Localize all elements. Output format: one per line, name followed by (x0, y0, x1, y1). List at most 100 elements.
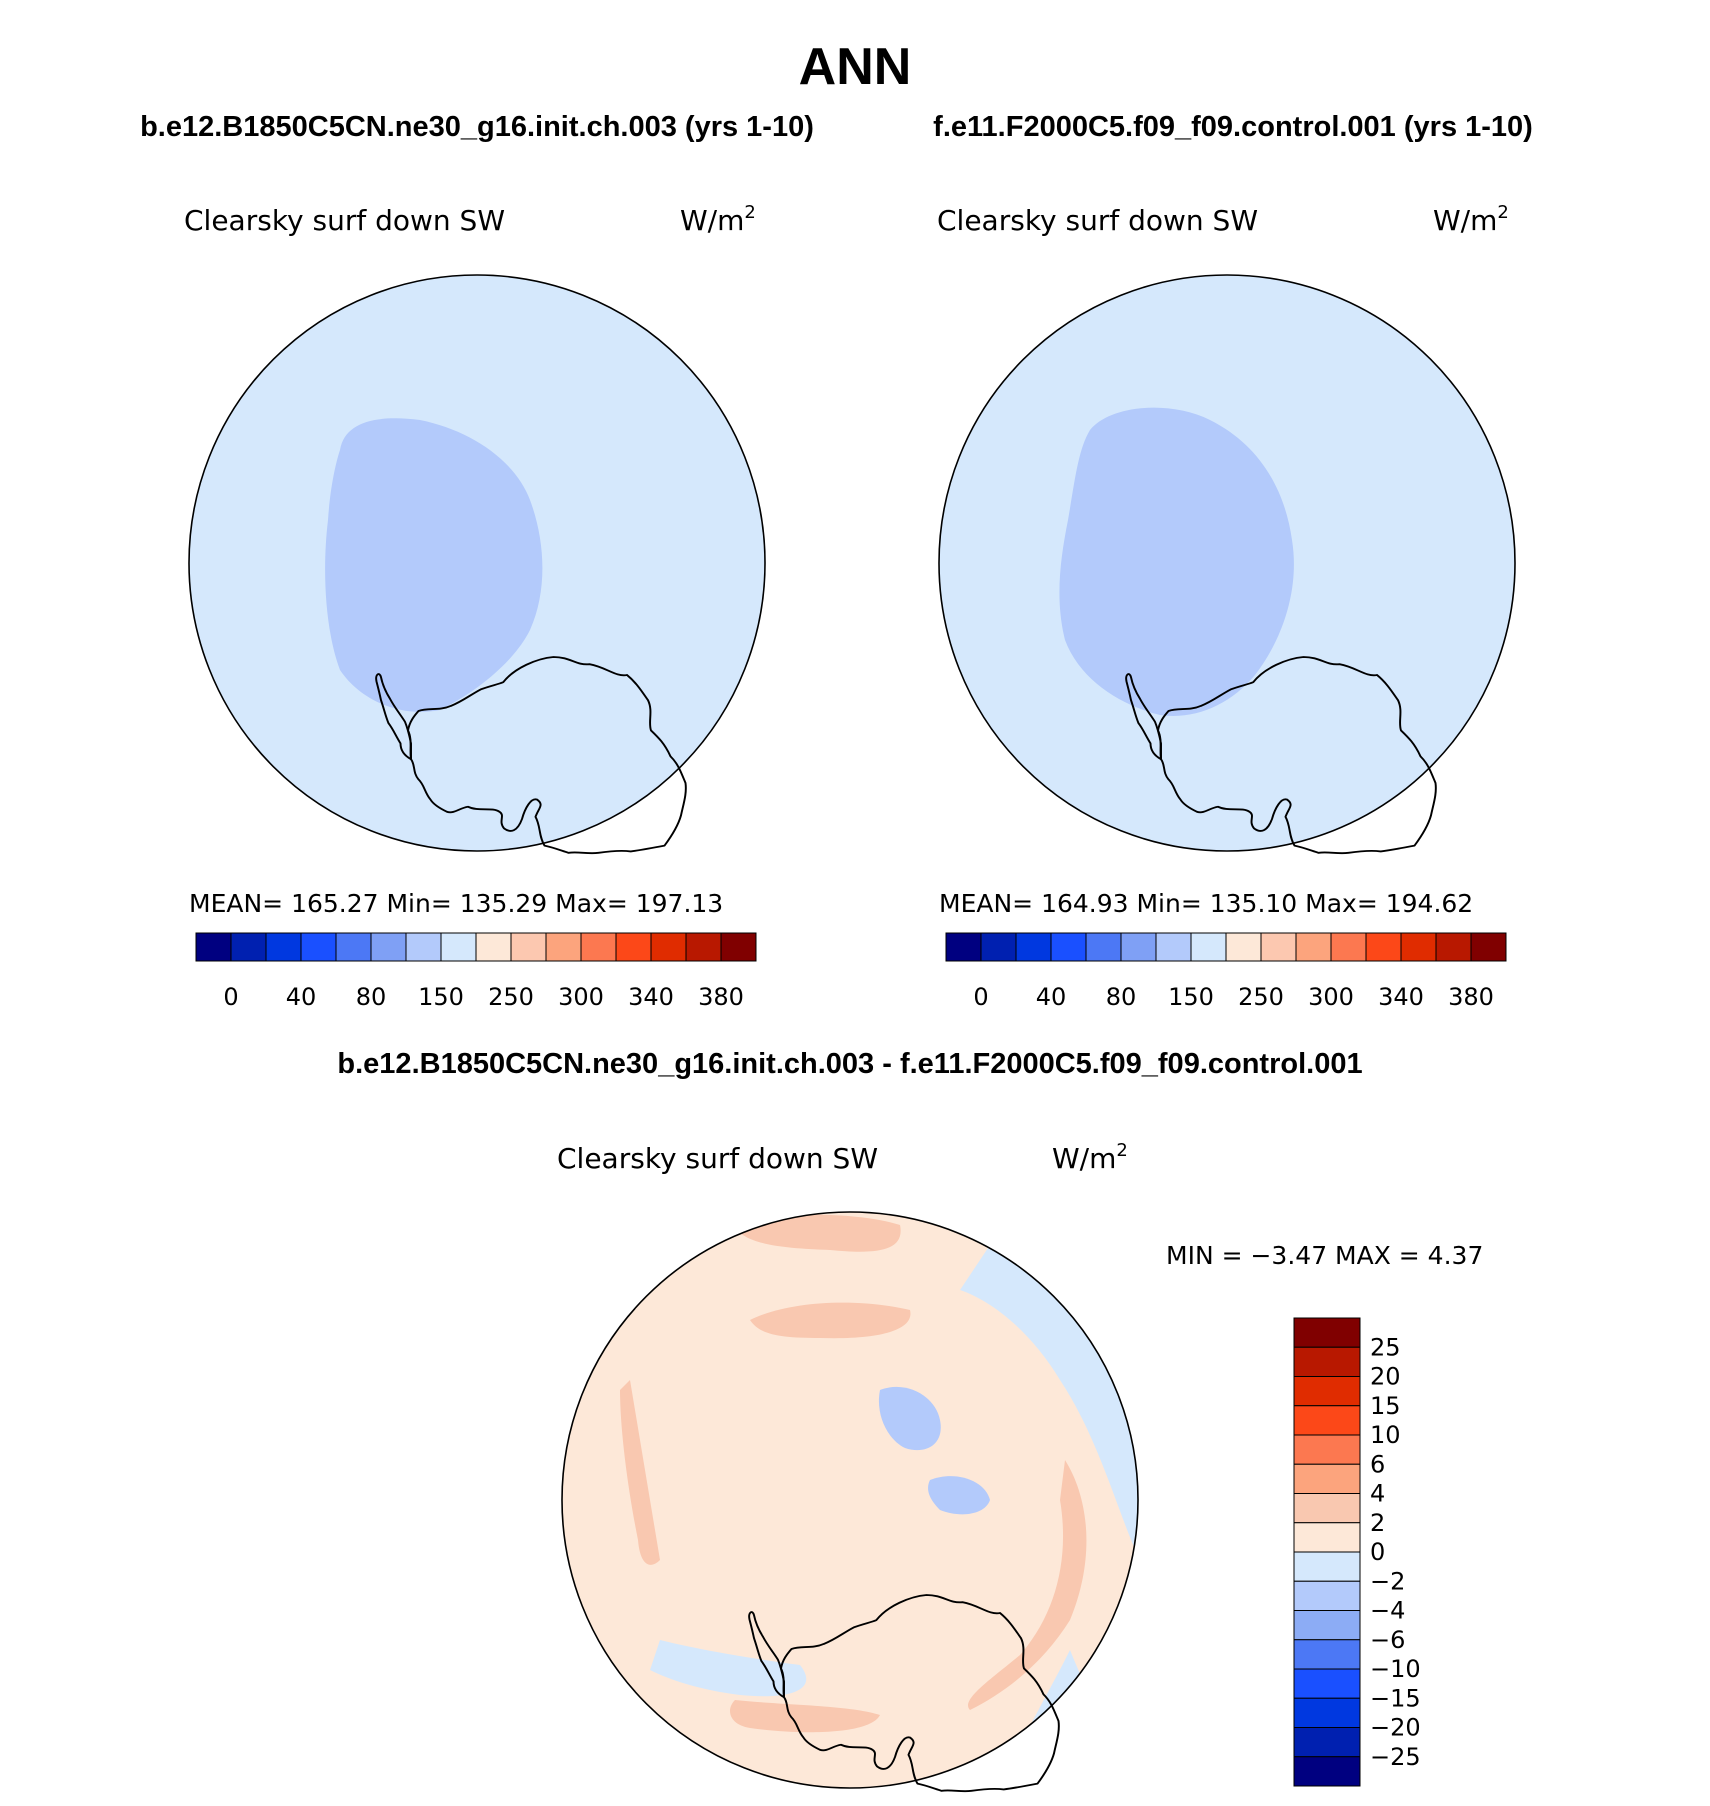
colorbar-control-tick-label: 340 (1378, 983, 1424, 1011)
colorbar-diff-swatch (1293, 1668, 1361, 1699)
colorbar-case-tick-label: 250 (488, 983, 534, 1011)
colorbar-control-swatch (945, 932, 982, 962)
colorbar-diff-swatch (1293, 1463, 1361, 1494)
colorbar-diff-swatch (1293, 1493, 1361, 1524)
colorbar-case-swatch (650, 932, 687, 962)
colorbar-diff-tick-label: −25 (1370, 1743, 1421, 1771)
diff-variable: Clearsky surf down SW (557, 1142, 878, 1175)
panel-control-units: W/m2 (1433, 202, 1509, 237)
colorbar-case-tick-label: 0 (223, 983, 238, 1011)
map-diff-ocean (562, 1212, 1138, 1788)
colorbar-diff-swatch (1293, 1376, 1361, 1407)
colorbar-control-tick-label: 40 (1036, 983, 1067, 1011)
map-diff-positive-south (730, 1700, 880, 1733)
colorbar-case-swatch (370, 932, 407, 962)
colorbar-diff-swatch (1293, 1434, 1361, 1465)
colorbar-diff-tick-label: −2 (1370, 1567, 1405, 1595)
colorbar-diff-tick-label: 2 (1370, 1509, 1385, 1537)
colorbar-diff-tick-label: 20 (1370, 1363, 1401, 1391)
colorbar-case-tick-label: 40 (286, 983, 317, 1011)
diff-header: b.e12.B1850C5CN.ne30_g16.init.ch.003 - f… (337, 1048, 1362, 1080)
colorbar-diff-swatch (1293, 1639, 1361, 1670)
colorbar-control: 0 40 80 150 250 300 340 380 (945, 932, 1507, 1011)
map-diff-positive-north2 (750, 1302, 911, 1339)
colorbar-case-swatch (265, 932, 302, 962)
colorbar-case-tick-label: 150 (418, 983, 464, 1011)
colorbar-control-tick-label: 80 (1106, 983, 1137, 1011)
colorbar-diff-tick-label: −4 (1370, 1597, 1405, 1625)
map-diff (561, 1211, 1139, 1793)
colorbar-case-swatch (405, 932, 442, 962)
panel-control-variable: Clearsky surf down SW (937, 204, 1258, 237)
colorbar-diff-swatch (1293, 1346, 1361, 1377)
colorbar-case: 0 40 80 150 250 300 340 380 (195, 932, 757, 1011)
map-diff-negative-east (960, 1230, 1138, 1560)
colorbar-control-swatch (1365, 932, 1402, 962)
colorbar-diff-swatch (1293, 1580, 1361, 1611)
colorbar-case-swatch (300, 932, 337, 962)
colorbar-control-swatch (1190, 932, 1227, 962)
colorbar-control-swatch (1295, 932, 1332, 962)
colorbar-case-tick-label: 80 (356, 983, 387, 1011)
colorbar-diff-swatch (1293, 1756, 1361, 1787)
colorbar-control-tick-label: 380 (1448, 983, 1494, 1011)
colorbar-case-swatch (475, 932, 512, 962)
colorbar-diff-tick-label: −6 (1370, 1626, 1405, 1654)
map-diff-border (561, 1211, 1139, 1789)
panel-control-stats: MEAN= 164.93 Min= 135.10 Max= 194.62 (939, 889, 1473, 918)
map-diff-negative-south (650, 1640, 807, 1697)
colorbar-diff-swatch (1293, 1727, 1361, 1758)
colorbar-diff-tick-label: 10 (1370, 1421, 1401, 1449)
colorbar-control-swatch (1015, 932, 1052, 962)
map-case-region-150 (325, 418, 543, 712)
map-diff-negative-land-2 (928, 1476, 990, 1515)
colorbar-diff-swatch (1293, 1405, 1361, 1436)
colorbar-control-swatch (1225, 932, 1262, 962)
colorbar-control-swatch (1050, 932, 1087, 962)
colorbar-control-swatch (1330, 932, 1367, 962)
diff-minmax: MIN = −3.47 MAX = 4.37 (1166, 1241, 1483, 1270)
colorbar-case-tick-label: 300 (558, 983, 604, 1011)
colorbar-diff-swatch (1293, 1610, 1361, 1641)
colorbar-case-swatch (580, 932, 617, 962)
map-control (938, 274, 1516, 855)
map-diff-negative-land-1 (878, 1386, 941, 1451)
colorbar-control-swatch (1085, 932, 1122, 962)
colorbar-control-swatch (1120, 932, 1157, 962)
colorbar-control-swatch (1435, 932, 1472, 962)
map-diff-positive-west (620, 1380, 660, 1565)
map-case-border (188, 274, 766, 852)
colorbar-case-tick-label: 340 (628, 983, 674, 1011)
colorbar-control-swatch (1155, 932, 1192, 962)
colorbar-case-swatch (720, 932, 757, 962)
colorbar-diff-tick-label: 25 (1370, 1333, 1401, 1361)
colorbar-diff-tick-label: −20 (1370, 1714, 1421, 1742)
figure-title: ANN (799, 38, 912, 96)
colorbar-case-swatch (510, 932, 547, 962)
panel-case-stats: MEAN= 165.27 Min= 135.29 Max= 197.13 (189, 889, 723, 918)
colorbar-diff-swatch (1293, 1551, 1361, 1582)
colorbar-case-swatch (615, 932, 652, 962)
colorbar-case-swatch (440, 932, 477, 962)
diff-units: W/m2 (1052, 1140, 1128, 1175)
colorbar-control-tick-label: 300 (1308, 983, 1354, 1011)
colorbar-diff-swatch (1293, 1697, 1361, 1728)
map-control-border (938, 274, 1516, 852)
colorbar-case-tick-label: 380 (698, 983, 744, 1011)
colorbar-case-swatch (685, 932, 722, 962)
panel-case-header: b.e12.B1850C5CN.ne30_g16.init.ch.003 (yr… (140, 111, 814, 143)
colorbar-case-swatch (335, 932, 372, 962)
colorbar-diff-tick-label: 0 (1370, 1538, 1385, 1566)
colorbar-control-tick-label: 250 (1238, 983, 1284, 1011)
colorbar-diff-swatch (1293, 1522, 1361, 1553)
colorbar-diff-tick-label: 6 (1370, 1450, 1385, 1478)
colorbar-control-tick-label: 150 (1168, 983, 1214, 1011)
colorbar-diff-swatch (1293, 1317, 1361, 1348)
map-diff-positive-east (968, 1460, 1087, 1710)
colorbar-case-swatch (230, 932, 267, 962)
colorbar-control-swatch (1260, 932, 1297, 962)
colorbar-control-tick-label: 0 (973, 983, 988, 1011)
colorbar-diff-tick-label: −15 (1370, 1684, 1421, 1712)
